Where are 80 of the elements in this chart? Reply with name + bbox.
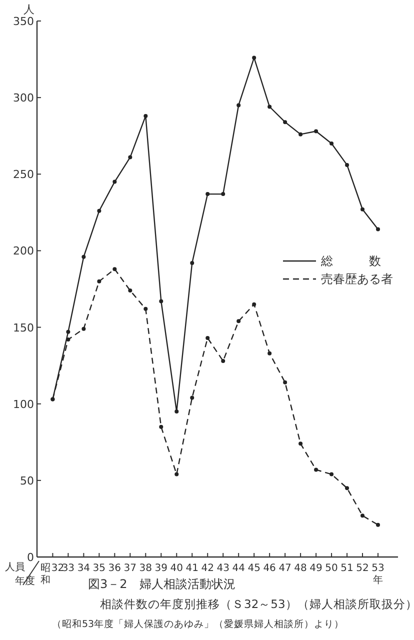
x-tick-label: 38 <box>139 563 152 574</box>
x-tick-label: 45 <box>248 563 260 574</box>
point <box>144 306 148 311</box>
y-tick-label: 50 <box>20 474 34 488</box>
y-tick-label: 150 <box>13 321 34 334</box>
point <box>236 103 241 108</box>
y-tick-label: 200 <box>13 244 34 258</box>
y-tick-label: 300 <box>13 92 34 105</box>
point <box>252 302 256 306</box>
point <box>112 180 117 184</box>
x-tick-label: 52 <box>356 563 369 574</box>
x-axis-title: 年度 <box>15 575 35 587</box>
point <box>159 424 164 429</box>
x-tick-label: 36 <box>108 563 122 574</box>
x-tick-label: 44 <box>232 563 245 574</box>
y-tick-label: 250 <box>13 168 34 182</box>
point <box>174 410 179 414</box>
y-axis-title: 人 <box>24 3 34 16</box>
point <box>252 56 256 60</box>
x-tick-label: 42 <box>201 563 214 574</box>
x-tick-label: 46 <box>263 563 276 574</box>
point <box>376 227 380 232</box>
point <box>314 468 318 472</box>
point <box>174 472 179 476</box>
point <box>345 162 350 167</box>
point <box>190 396 194 400</box>
point <box>97 279 102 284</box>
legend-label: 売春歴ある者 <box>321 272 393 286</box>
point <box>376 522 380 527</box>
text: 図3－2 婦人相談活動状況 <box>88 577 236 591</box>
point <box>268 104 272 109</box>
y-tick-label: 0 <box>27 551 34 564</box>
point <box>144 114 148 118</box>
x-tick-label: 35 <box>92 563 106 574</box>
point <box>190 260 194 265</box>
point <box>360 514 365 518</box>
x-tick-label: 49 <box>310 563 322 574</box>
x-tick-label: 33 <box>62 563 75 574</box>
x-tick-label: 50 <box>325 563 338 574</box>
point <box>97 208 102 213</box>
point <box>345 486 350 490</box>
x-tick-label: 47 <box>278 563 292 574</box>
x-tick-label: 41 <box>186 563 198 574</box>
point <box>66 330 70 334</box>
text: 人員 <box>5 562 25 573</box>
x-tick-label: 51 <box>340 563 354 574</box>
y-tick-label: 350 <box>13 15 34 28</box>
point <box>66 338 70 342</box>
point <box>112 267 117 272</box>
y-tick-label: 100 <box>13 398 34 411</box>
text: 相談件数の年度別推移（Ｓ32～53）（婦人相談所取扱分） <box>100 597 414 611</box>
point <box>159 299 164 304</box>
point <box>82 254 86 259</box>
point <box>221 192 226 196</box>
x-tick-label: 34 <box>77 563 90 574</box>
point <box>206 336 210 340</box>
x-tick-label: 昭和32 <box>40 563 64 586</box>
point <box>283 120 288 124</box>
x-tick-label: 53年 <box>372 563 384 586</box>
text: （昭和53年度「婦人保護のあゆみ」（愛媛県婦人相談所）より） <box>52 618 344 630</box>
point <box>206 192 210 196</box>
x-tick-label: 40 <box>170 563 183 574</box>
point <box>298 132 303 136</box>
point <box>330 142 334 146</box>
x-tick-label: 43 <box>216 563 230 574</box>
point <box>314 129 318 134</box>
legend-label: 総 数 <box>320 254 381 268</box>
point <box>298 442 303 446</box>
point <box>221 358 226 363</box>
x-tick-label: 48 <box>294 563 307 574</box>
point <box>360 207 365 212</box>
point <box>236 319 241 324</box>
point <box>330 472 334 476</box>
x-tick-label: 39 <box>154 563 168 574</box>
point <box>128 155 132 160</box>
point <box>283 380 288 384</box>
point <box>128 288 132 293</box>
point <box>82 326 86 331</box>
x-tick-label: 37 <box>124 563 137 574</box>
point <box>268 351 272 356</box>
